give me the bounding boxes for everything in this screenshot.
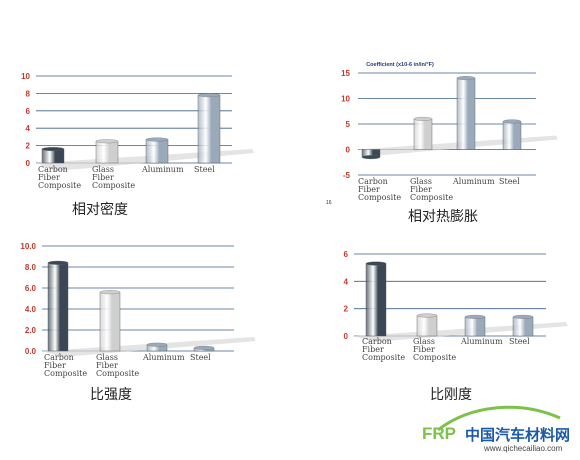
category-label: Steel [194,165,215,174]
bar [99,292,121,352]
category-label: Carbon [44,353,74,362]
y-tick-label: 0 [26,159,31,168]
chart-svg-expansion: -5051015CarbonFiberCompositeGlassFiberCo… [341,62,558,202]
watermark-prefix: FRP [422,424,456,443]
category-label: Aluminum [142,353,185,362]
y-tick-label: 5 [346,120,351,129]
category-label: Composite [38,181,81,190]
category-label: Aluminum [141,165,184,174]
chart-caption-density: 相对密度 [72,202,128,218]
y-tick-label: 6 [26,107,31,116]
y-tick-label: 0 [344,332,349,341]
y-tick-label: 10.0 [20,242,36,251]
category-label: Fiber [44,361,66,370]
category-label: Aluminum [460,337,503,346]
y-tick-label: 0.0 [25,347,37,356]
bar-cap [146,342,168,347]
bar [464,316,486,337]
bar [365,263,387,337]
category-label: Carbon [362,337,392,346]
category-label: Glass [413,337,435,346]
category-label: Steel [509,337,530,346]
chart-svg-density: 0246810CarbonFiberCompositeGlassFiberCom… [21,72,254,190]
bar-cap [47,260,69,265]
y-tick-label: -5 [343,171,351,180]
y-tick-label: 15 [341,69,350,78]
category-label: Fiber [96,361,118,370]
chart-title: Coefficient (x10-6 in/in/°F) [366,62,434,68]
bar [456,77,476,150]
y-tick-label: 10 [21,72,30,81]
bar-cap [464,314,486,319]
bar-cap [193,345,215,350]
category-label: Fiber [92,173,114,182]
bar [413,118,433,150]
category-label: Composite [362,353,405,362]
bar-cap [512,314,534,319]
chart-panel-density: 0 2 4 6 8 10 Carbon Fiber Composite Glass Fiber Com… [0,0,290,230]
bar [502,121,522,150]
category-label: Composite [358,193,401,202]
bar-cap [413,116,433,121]
y-tick-label: 10 [341,95,350,104]
chart-panel-expansion: -5 0 5 10 15 Carbon Fiber Composite Glass Fiber Co… [290,0,580,230]
bar-cap [95,139,119,144]
chart-svg-stiffness: 0246CarbonFiberCompositeGlassFiberCompos… [344,250,568,362]
y-tick-label: 4 [344,277,349,286]
bar [416,315,438,337]
bar-cap [416,313,438,318]
bar [197,94,221,164]
bar [41,148,65,164]
category-label: Composite [410,193,453,202]
category-label: Glass [96,353,118,362]
y-tick-label: 0 [346,146,351,155]
category-label: Glass [410,177,432,186]
bar [512,316,534,337]
category-label: Steel [499,177,520,186]
category-label: Aluminum [452,177,495,186]
bar [145,139,169,164]
chart-panel-strength: 0.0 2.0 4.0 6.0 8.0 10.0 Carbon Fiber Composite G… [0,230,290,460]
chart-caption-expansion: 相对热膨胀 [408,209,478,225]
y-tick-label: 6.0 [25,284,37,293]
y-tick-label: 4.0 [25,305,37,314]
bar [47,262,69,352]
watermark-url: www.qichecailiao.com [484,444,563,453]
bar-cap [197,93,221,98]
chart-panel-stiffness: 0 2 4 6 Carbon Fiber Composite Glass Fiber Compos… [290,230,580,460]
bar-cap [365,261,387,266]
category-label: Glass [92,165,114,174]
y-tick-label: 6 [344,250,349,259]
bar-cap [361,155,381,160]
category-label: Fiber [413,345,435,354]
category-label: Fiber [358,185,380,194]
category-label: Fiber [362,345,384,354]
chart-caption-strength: 比强度 [90,387,132,403]
watermark-site: 中国汽车材料网 [465,426,571,444]
bar-cap [456,76,476,81]
category-label: Fiber [410,185,432,194]
bar-cap [41,147,65,152]
stray-label: 16 [326,200,332,206]
y-tick-label: 8.0 [25,263,37,272]
bar-cap [99,290,121,295]
bar-cap [145,137,169,142]
y-tick-label: 2.0 [25,326,37,335]
bar-cap [502,119,522,124]
category-label: Composite [413,353,456,362]
category-label: Composite [92,181,135,190]
category-label: Composite [44,369,87,378]
category-label: Fiber [38,173,60,182]
y-tick-label: 4 [26,124,31,133]
chart-svg-strength: 0.02.04.06.08.010.0CarbonFiberCompositeG… [20,242,256,378]
y-tick-label: 2 [344,305,349,314]
category-label: Carbon [38,165,68,174]
category-label: Composite [96,369,139,378]
y-tick-label: 2 [26,142,31,151]
category-label: Steel [190,353,211,362]
category-label: Carbon [358,177,388,186]
y-tick-label: 8 [26,89,31,98]
chart-caption-stiffness: 比刚度 [430,387,472,403]
bar [95,141,119,164]
